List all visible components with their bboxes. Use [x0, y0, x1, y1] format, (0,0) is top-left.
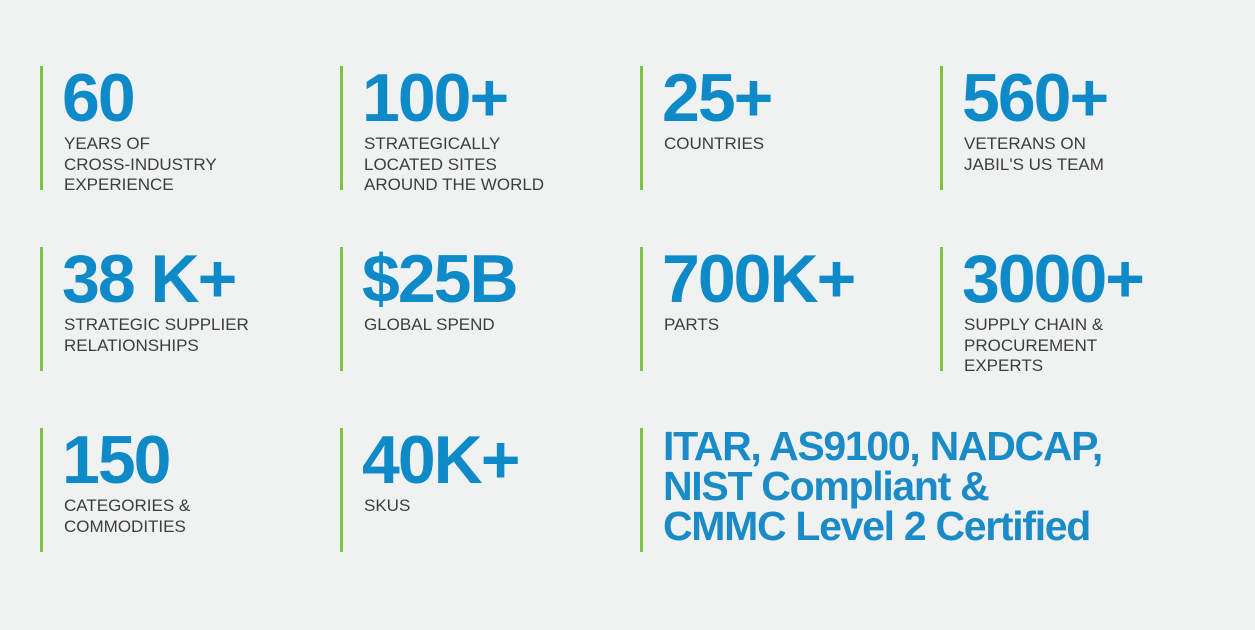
stat-card: 60 YEARS OF CROSS-INDUSTRY EXPERIENCE — [40, 60, 330, 194]
accent-bar — [40, 66, 43, 190]
stat-card: 150 CATEGORIES & COMMODITIES — [40, 422, 330, 552]
certification-line: ITAR, AS9100, NADCAP, — [663, 423, 1103, 469]
stat-value: 150 — [62, 422, 171, 498]
stat-label-line: LOCATED SITES — [364, 154, 497, 174]
stat-label-line: STRATEGIC SUPPLIER — [64, 315, 249, 334]
stat-label-line: VETERANS ON — [964, 134, 1086, 153]
stat-label-line: SUPPLY CHAIN & — [964, 315, 1104, 334]
stat-label: SUPPLY CHAIN & PROCUREMENT EXPERTS — [964, 315, 1103, 377]
stat-label-line: EXPERTS — [964, 356, 1044, 375]
accent-bar — [340, 428, 343, 552]
stat-card: 40K+ SKUS — [340, 422, 630, 552]
stat-label-line: COUNTRIES — [664, 134, 765, 153]
stat-value: 60 — [62, 60, 136, 136]
accent-bar — [640, 247, 643, 371]
certification-line: NIST Compliant & — [663, 463, 990, 509]
stat-label: VETERANS ON JABIL'S US TEAM — [964, 134, 1104, 175]
stat-label-line: EXPERIENCE — [64, 175, 174, 194]
stat-label-line: AROUND THE WORLD — [364, 175, 545, 194]
stat-card: 38 K+ STRATEGIC SUPPLIER RELATIONSHIPS — [40, 241, 330, 371]
stat-card: 3000+ SUPPLY CHAIN & PROCUREMENT EXPERTS — [940, 241, 1230, 375]
stat-label-line: CROSS-INDUSTRY — [64, 154, 217, 174]
stat-label-line: CATEGORIES & — [64, 496, 191, 515]
certification-text: ITAR, AS9100, NADCAP, NIST Compliant & CMM… — [663, 423, 1103, 549]
certification-line: CMMC Level 2 Certified — [663, 503, 1091, 549]
accent-bar — [340, 66, 343, 190]
accent-bar — [640, 428, 643, 552]
stat-label-line: PROCUREMENT — [964, 335, 1098, 355]
stat-label-line: STRATEGICALLY — [364, 134, 501, 153]
stat-label-line: SKUS — [364, 496, 411, 515]
accent-bar — [940, 247, 943, 371]
stat-value: 3000+ — [962, 241, 1145, 317]
stat-card: 700K+ PARTS — [640, 241, 930, 371]
stat-value: 700K+ — [662, 241, 856, 317]
accent-bar — [940, 66, 943, 190]
stat-label: STRATEGICALLY LOCATED SITES AROUND THE WOR… — [364, 134, 544, 196]
stat-value: 38 K+ — [62, 241, 237, 317]
stat-card: 100+ STRATEGICALLY LOCATED SITES AROUND THE… — [340, 60, 630, 194]
stat-card: $25B GLOBAL SPEND — [340, 241, 630, 371]
accent-bar — [40, 247, 43, 371]
stat-value: 100+ — [362, 60, 509, 136]
stat-value: 560+ — [962, 60, 1109, 136]
stat-value: 40K+ — [362, 422, 520, 498]
stat-value: 25+ — [662, 60, 773, 136]
stat-label: CATEGORIES & COMMODITIES — [64, 496, 190, 537]
stat-value: $25B — [362, 241, 519, 317]
stat-label-line: COMMODITIES — [64, 516, 186, 536]
stat-label-line: PARTS — [664, 315, 720, 334]
stat-card: 560+ VETERANS ON JABIL'S US TEAM — [940, 60, 1230, 190]
stat-label: PARTS — [664, 315, 719, 336]
stat-label-line: RELATIONSHIPS — [64, 335, 199, 355]
stat-label: YEARS OF CROSS-INDUSTRY EXPERIENCE — [64, 134, 217, 196]
accent-bar — [40, 428, 43, 552]
stat-label-line: JABIL'S US TEAM — [964, 154, 1104, 174]
stat-card: 25+ COUNTRIES — [640, 60, 930, 190]
certification-block: ITAR, AS9100, NADCAP, NIST Compliant & CMM… — [640, 423, 1200, 552]
stat-label: COUNTRIES — [664, 134, 764, 155]
stat-label-line: YEARS OF — [64, 134, 150, 153]
stat-label: SKUS — [364, 496, 410, 517]
accent-bar — [640, 66, 643, 190]
stat-label: GLOBAL SPEND — [364, 315, 495, 336]
stat-label: STRATEGIC SUPPLIER RELATIONSHIPS — [64, 315, 249, 356]
accent-bar — [340, 247, 343, 371]
stat-label-line: GLOBAL SPEND — [364, 315, 495, 334]
